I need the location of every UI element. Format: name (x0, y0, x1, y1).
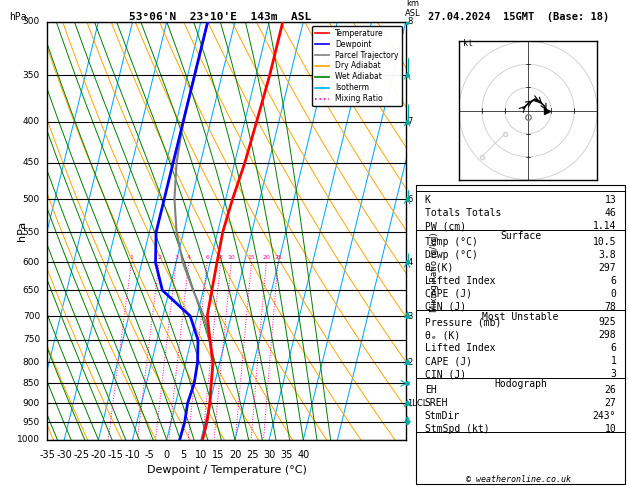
Text: 78: 78 (604, 302, 616, 312)
Text: CAPE (J): CAPE (J) (425, 356, 472, 366)
Text: hPa: hPa (9, 12, 27, 22)
Text: Lifted Index: Lifted Index (425, 276, 495, 286)
Text: Temp (°C): Temp (°C) (425, 237, 477, 247)
Legend: Temperature, Dewpoint, Parcel Trajectory, Dry Adiabat, Wet Adiabat, Isotherm, Mi: Temperature, Dewpoint, Parcel Trajectory… (313, 26, 402, 106)
Text: 10: 10 (195, 450, 207, 460)
Text: 3: 3 (610, 369, 616, 380)
Text: Totals Totals: Totals Totals (425, 208, 501, 218)
Text: Surface: Surface (500, 231, 541, 241)
Text: StmDir: StmDir (425, 411, 460, 421)
Text: 53°06'N  23°10'E  143m  ASL: 53°06'N 23°10'E 143m ASL (129, 12, 311, 22)
Text: 3: 3 (174, 256, 178, 260)
Text: 20: 20 (262, 256, 270, 260)
Text: 243°: 243° (593, 411, 616, 421)
Text: 27.04.2024  15GMT  (Base: 18): 27.04.2024 15GMT (Base: 18) (428, 12, 610, 22)
Text: 800: 800 (23, 358, 40, 367)
Text: 850: 850 (23, 379, 40, 388)
Text: 0: 0 (610, 289, 616, 299)
Text: 7: 7 (408, 117, 413, 126)
Text: 20: 20 (229, 450, 241, 460)
Text: 900: 900 (23, 399, 40, 408)
Text: 298: 298 (599, 330, 616, 340)
Text: 40: 40 (297, 450, 309, 460)
Text: Most Unstable: Most Unstable (482, 312, 559, 322)
Text: 750: 750 (23, 335, 40, 345)
Text: 6: 6 (205, 256, 209, 260)
Text: K: K (425, 195, 431, 205)
Text: 1.14: 1.14 (593, 221, 616, 231)
Text: PW (cm): PW (cm) (425, 221, 466, 231)
Text: 8: 8 (219, 256, 223, 260)
Text: 4: 4 (408, 258, 413, 267)
Text: 30: 30 (263, 450, 276, 460)
Text: 10: 10 (228, 256, 235, 260)
Text: 46: 46 (604, 208, 616, 218)
Text: 8: 8 (408, 17, 413, 26)
Text: 10.5: 10.5 (593, 237, 616, 247)
Text: 950: 950 (23, 417, 40, 427)
Text: 10: 10 (604, 424, 616, 434)
Text: Mixing Ratio (g/kg): Mixing Ratio (g/kg) (430, 233, 439, 312)
Text: 500: 500 (23, 195, 40, 204)
Text: 15: 15 (248, 256, 255, 260)
Text: -25: -25 (74, 450, 89, 460)
Text: 15: 15 (212, 450, 224, 460)
Text: -5: -5 (145, 450, 155, 460)
Text: 6: 6 (610, 276, 616, 286)
Text: 297: 297 (599, 263, 616, 273)
Text: θₑ(K): θₑ(K) (425, 263, 454, 273)
Text: 6: 6 (408, 195, 413, 204)
Text: 400: 400 (23, 117, 40, 126)
Text: 925: 925 (599, 317, 616, 328)
Text: EH: EH (425, 385, 437, 395)
Text: -30: -30 (57, 450, 72, 460)
Text: 1: 1 (130, 256, 133, 260)
Text: 3.8: 3.8 (599, 250, 616, 260)
Text: 0: 0 (164, 450, 170, 460)
Text: 13: 13 (604, 195, 616, 205)
Text: 550: 550 (23, 228, 40, 237)
Text: Lifted Index: Lifted Index (425, 344, 495, 353)
Text: km
ASL: km ASL (405, 0, 421, 17)
Text: 1: 1 (610, 356, 616, 366)
Text: © weatheronline.co.uk: © weatheronline.co.uk (467, 474, 571, 484)
Text: 700: 700 (23, 312, 40, 320)
Text: SREH: SREH (425, 398, 448, 408)
Text: Hodograph: Hodograph (494, 379, 547, 389)
Text: 1LCL: 1LCL (408, 399, 428, 408)
Text: CAPE (J): CAPE (J) (425, 289, 472, 299)
Text: 650: 650 (23, 286, 40, 295)
Text: 6: 6 (610, 344, 616, 353)
Text: kt: kt (464, 39, 474, 48)
Text: CIN (J): CIN (J) (425, 302, 466, 312)
Text: 2: 2 (157, 256, 161, 260)
Text: 4: 4 (187, 256, 191, 260)
Text: 3: 3 (408, 312, 413, 320)
Text: hPa: hPa (17, 221, 27, 241)
Text: 300: 300 (23, 17, 40, 26)
Text: 5: 5 (181, 450, 187, 460)
Text: 450: 450 (23, 158, 40, 167)
Text: 35: 35 (280, 450, 292, 460)
Text: 27: 27 (604, 398, 616, 408)
Text: -35: -35 (39, 450, 55, 460)
Text: 25: 25 (274, 256, 282, 260)
Text: 1000: 1000 (17, 435, 40, 444)
Text: Dewp (°C): Dewp (°C) (425, 250, 477, 260)
Text: StmSpd (kt): StmSpd (kt) (425, 424, 489, 434)
Text: 350: 350 (23, 71, 40, 80)
Text: Pressure (mb): Pressure (mb) (425, 317, 501, 328)
Text: 2: 2 (408, 358, 413, 367)
Text: -20: -20 (91, 450, 106, 460)
Text: Dewpoint / Temperature (°C): Dewpoint / Temperature (°C) (147, 465, 306, 475)
Text: CIN (J): CIN (J) (425, 369, 466, 380)
Text: 600: 600 (23, 258, 40, 267)
Text: -15: -15 (108, 450, 123, 460)
Text: 26: 26 (604, 385, 616, 395)
Text: -10: -10 (125, 450, 140, 460)
Text: 25: 25 (246, 450, 259, 460)
Text: θₑ (K): θₑ (K) (425, 330, 460, 340)
